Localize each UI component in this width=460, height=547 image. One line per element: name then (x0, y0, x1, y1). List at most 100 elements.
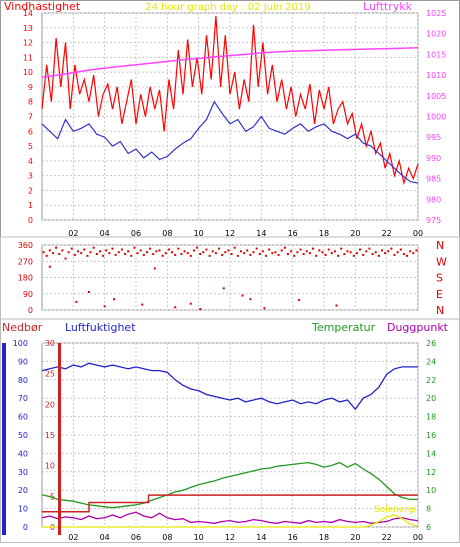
direction-point (48, 249, 51, 252)
direction-point (174, 306, 177, 309)
pressure-tick: 990 (426, 154, 441, 163)
direction-point (58, 253, 61, 256)
wind-speed-tick: 0 (28, 216, 33, 225)
dewpoint-line (41, 511, 419, 524)
direction-point (98, 250, 101, 253)
climate-time-axis-ticks: 02 04 06 08 10 12 14 16 18 20 22 00 (68, 533, 423, 542)
direction-point (252, 251, 255, 254)
time-tick: 16 (288, 229, 298, 238)
direction-point (130, 254, 133, 257)
direction-point (265, 254, 268, 257)
direction-point (355, 252, 358, 255)
direction-point (196, 246, 199, 249)
temperature-tick: 22 (426, 376, 436, 385)
direction-point (390, 247, 393, 250)
direction-point (280, 249, 283, 252)
humidity-tick: 40 (18, 449, 28, 458)
dewpoint-label: Duggpunkt (387, 321, 449, 334)
direction-point (92, 246, 95, 249)
direction-point (183, 250, 186, 253)
average-line (41, 100, 419, 184)
direction-point (158, 249, 161, 252)
direction-point (142, 253, 145, 256)
direction-point (77, 250, 80, 253)
direction-point (352, 254, 355, 257)
time-tick: 08 (162, 533, 172, 542)
direction-point (48, 265, 51, 268)
humidity-line (41, 362, 418, 411)
humidity-tick: 80 (18, 376, 28, 385)
wind-speed-tick: 6 (28, 127, 33, 136)
direction-point (377, 254, 380, 257)
time-tick: 20 (350, 533, 360, 542)
direction-degree-ticks: 0 90 180 270 360 (18, 241, 33, 315)
time-tick: 04 (100, 229, 110, 238)
direction-point (362, 253, 365, 256)
direction-point (120, 248, 123, 251)
direction-point (346, 250, 349, 253)
direction-point (380, 249, 383, 252)
direction-point (180, 253, 183, 256)
direction-point (415, 249, 418, 252)
direction-point (70, 247, 73, 250)
temperature-tick: 12 (426, 468, 436, 477)
direction-point (174, 253, 177, 256)
wind-speed-tick: 11 (23, 53, 33, 62)
temperature-line (41, 461, 418, 509)
direction-point (186, 252, 189, 255)
direction-point (374, 251, 377, 254)
time-tick: 06 (131, 229, 141, 238)
direction-point (189, 302, 192, 305)
direction-point (239, 250, 242, 253)
wind-speed-tick: 2 (28, 186, 33, 195)
pressure-tick: 975 (426, 216, 441, 225)
wind-speed-tick: 14 (23, 9, 33, 18)
sun-label: Solenergi (374, 505, 416, 515)
time-tick: 20 (350, 229, 360, 238)
compass-tick: E (436, 288, 443, 301)
time-tick: 08 (162, 229, 172, 238)
direction-point (274, 251, 277, 254)
direction-points (42, 246, 418, 311)
time-tick: 18 (319, 533, 329, 542)
direction-degree-tick: 360 (18, 241, 33, 250)
direction-point (102, 254, 105, 257)
rain-label: Nedbør (2, 321, 43, 334)
direction-point (305, 250, 308, 253)
direction-point (86, 254, 89, 257)
direction-point (297, 299, 300, 302)
direction-point (114, 253, 117, 256)
time-tick: 14 (256, 533, 266, 542)
temperature-tick: 14 (426, 449, 436, 458)
direction-point (296, 251, 299, 254)
temperature-tick: 10 (426, 486, 436, 495)
direction-point (108, 252, 111, 255)
direction-point (139, 249, 142, 252)
temperature-tick: 8 (426, 505, 431, 514)
direction-degree-tick: 0 (28, 306, 33, 315)
wind-speed-tick: 3 (28, 172, 33, 181)
direction-point (218, 247, 221, 250)
direction-point (290, 250, 293, 253)
direction-point (202, 251, 205, 254)
direction-point (412, 252, 415, 255)
direction-point (241, 294, 244, 297)
direction-point (246, 249, 249, 252)
direction-point (315, 254, 318, 257)
direction-point (293, 254, 296, 257)
pressure-label: Lufttrykk (363, 0, 413, 13)
direction-point (318, 249, 321, 252)
direction-point (299, 248, 302, 251)
time-tick: 18 (319, 229, 329, 238)
direction-point (189, 254, 192, 257)
direction-point (73, 253, 76, 256)
time-tick: 02 (68, 229, 78, 238)
wind-speed-tick: 12 (23, 39, 33, 48)
direction-point (127, 250, 130, 253)
direction-point (349, 251, 352, 254)
direction-point (83, 248, 86, 251)
direction-point (286, 253, 289, 256)
rain-tick: 5 (50, 492, 55, 501)
time-tick: 14 (256, 229, 266, 238)
